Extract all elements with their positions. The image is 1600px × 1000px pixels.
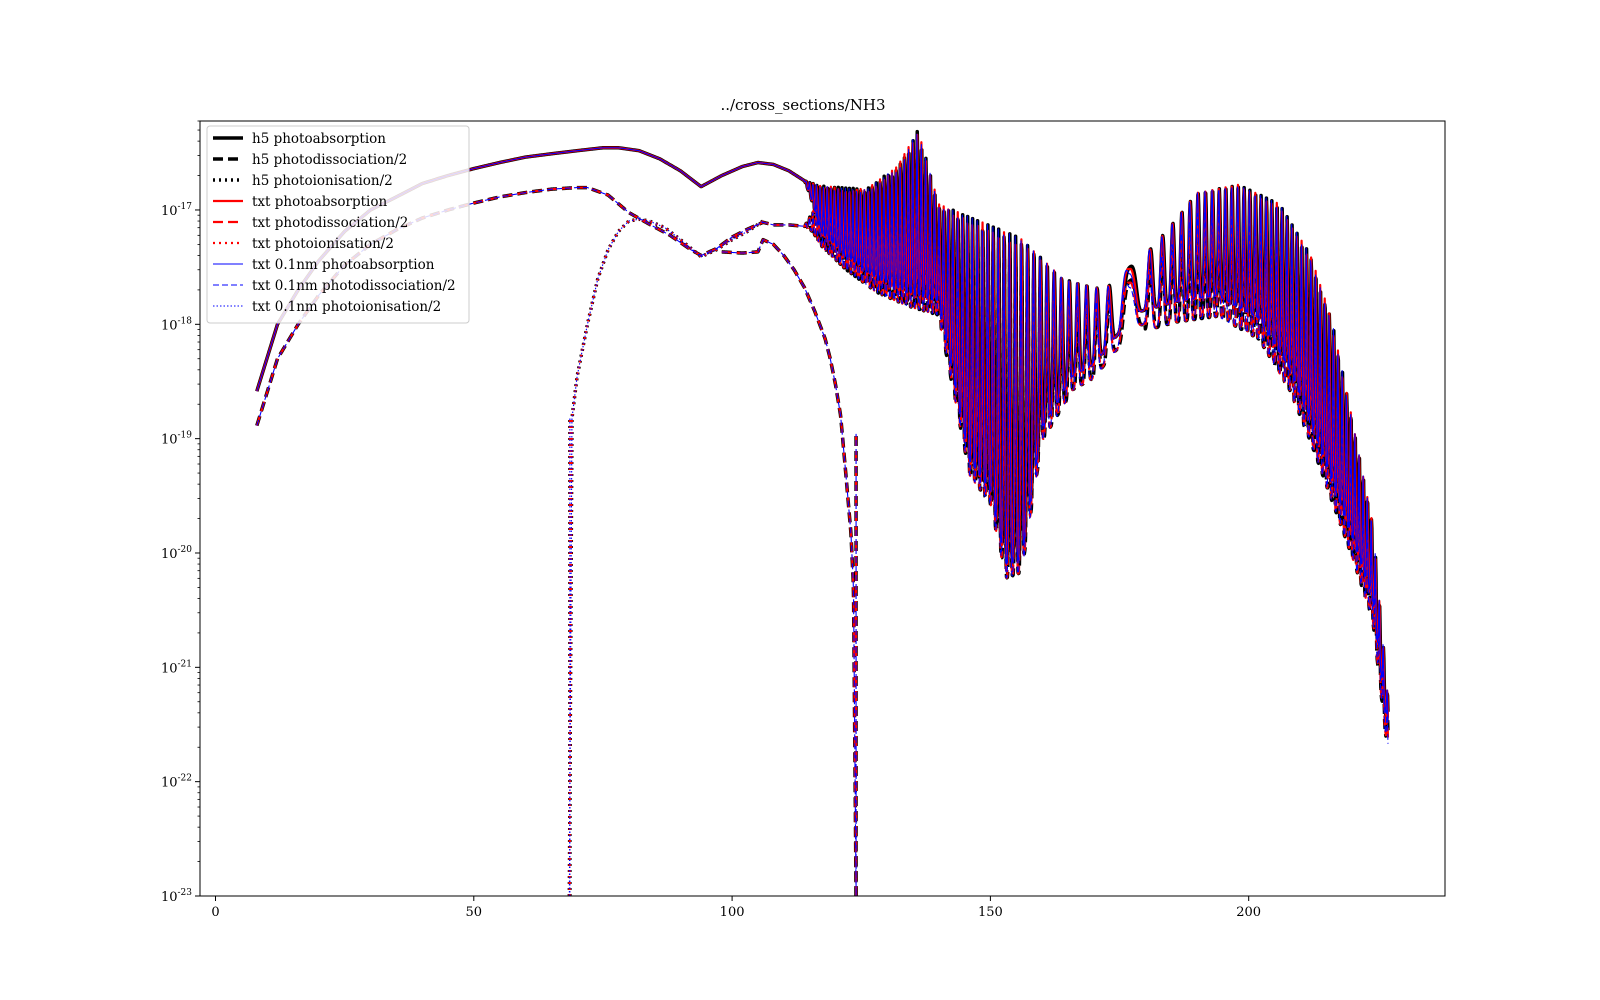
series-9-path xyxy=(568,218,764,896)
x-tick-label-1: 50 xyxy=(466,905,483,920)
x-tick-label-2: 100 xyxy=(720,905,745,920)
axes-frame xyxy=(199,120,1446,897)
chart-title: ../cross_sections/NH3 xyxy=(720,96,885,114)
y-tick-label-0: 10-23 xyxy=(161,888,192,905)
y-axis: 10-23 10-22 10-21 10-20 10-19 10-18 10-17 xyxy=(161,120,200,905)
legend-box xyxy=(206,125,470,324)
legend-label-3: h5 photoionisation/2 xyxy=(252,173,393,189)
legend: h5 photoabsorption h5 photodissociation/2… xyxy=(206,125,470,324)
x-tick-label-3: 150 xyxy=(978,905,1003,920)
legend-label-2: h5 photodissociation/2 xyxy=(252,152,407,168)
x-tick-label-4: 200 xyxy=(1236,905,1261,920)
y-tick-label-2: 10-21 xyxy=(161,659,192,676)
legend-label-5: txt photodissociation/2 xyxy=(252,215,408,231)
y-tick-label-1: 10-22 xyxy=(161,774,192,791)
series-9-line xyxy=(568,218,764,896)
legend-label-8: txt 0.1nm photodissociation/2 xyxy=(252,278,456,294)
legend-label-9: txt 0.1nm photoionisation/2 xyxy=(252,299,441,315)
x-tick-label-0: 0 xyxy=(211,905,219,920)
x-axis: 0 50 100 150 200 xyxy=(211,896,1261,920)
y-tick-label-5: 10-18 xyxy=(161,316,192,333)
legend-label-1: h5 photoabsorption xyxy=(252,131,386,147)
series-8-branch xyxy=(721,239,857,896)
legend-label-4: txt photoabsorption xyxy=(252,194,387,210)
legend-label-7: txt 0.1nm photoabsorption xyxy=(252,257,435,273)
legend-label-6: txt photoionisation/2 xyxy=(252,236,394,252)
y-tick-label-3: 10-20 xyxy=(161,545,192,562)
y-tick-label-4: 10-19 xyxy=(161,431,192,448)
y-tick-label-6: 10-17 xyxy=(161,202,192,219)
